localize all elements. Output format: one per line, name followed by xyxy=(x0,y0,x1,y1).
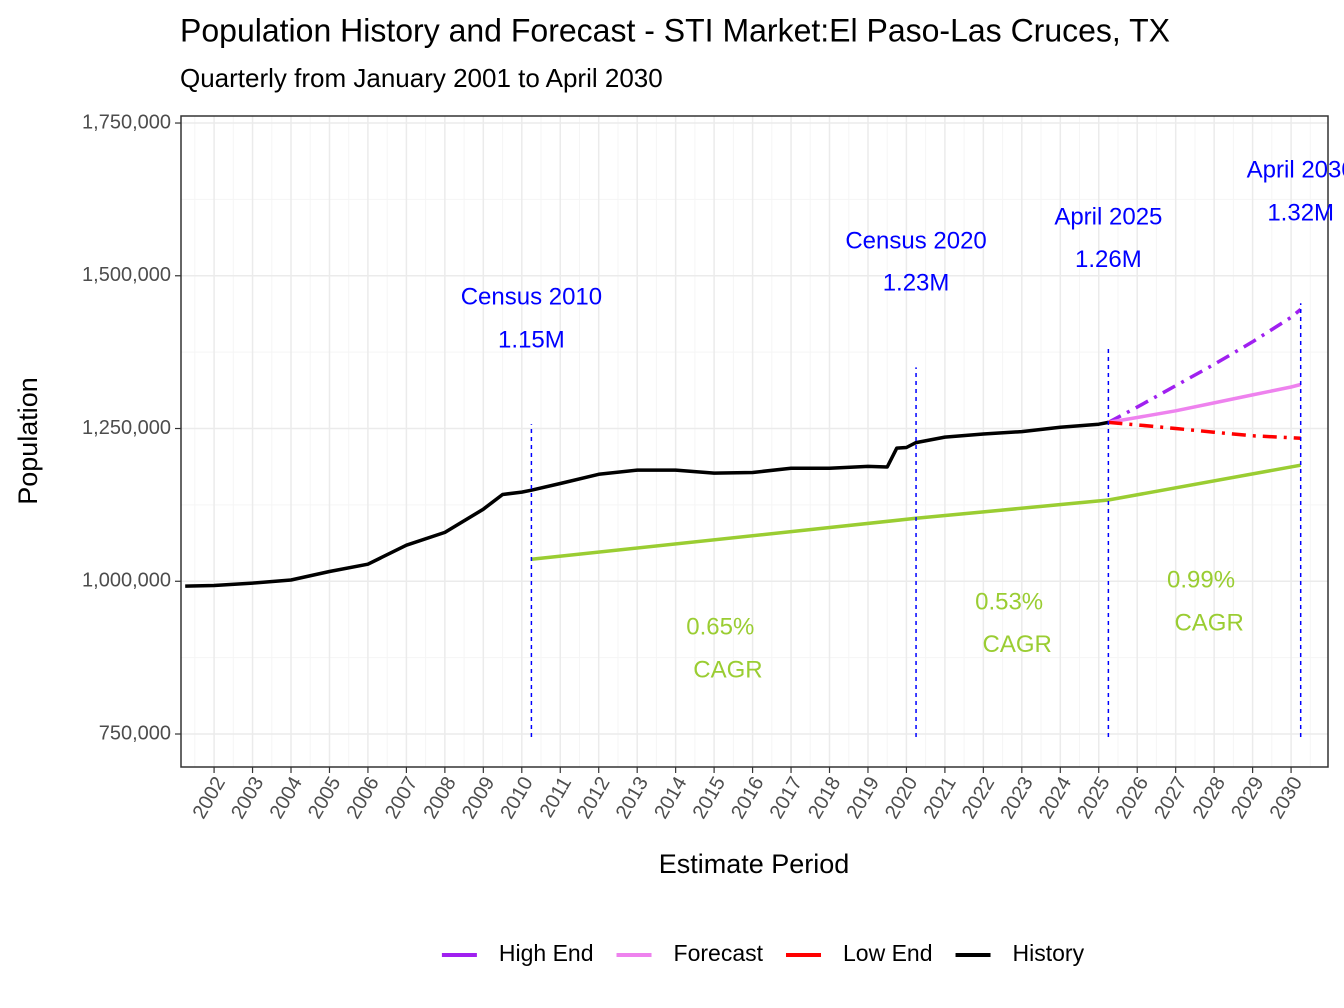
x-tick-label: 2002 xyxy=(189,773,230,823)
x-tick-label: 2018 xyxy=(804,773,845,823)
legend: High End Forecast Low End History xyxy=(441,940,1085,966)
chart-subtitle: Quarterly from January 2001 to April 203… xyxy=(180,63,663,93)
annotation: CAGR xyxy=(693,656,762,683)
series-line xyxy=(1108,420,1301,441)
y-tick-label: 1,500,000 xyxy=(82,264,171,286)
x-tick-label: 2026 xyxy=(1112,773,1153,823)
x-tick-label: 2024 xyxy=(1035,773,1076,823)
series-line xyxy=(1107,308,1302,424)
annotation: Census 2010 xyxy=(461,284,602,311)
x-tick-label: 2013 xyxy=(612,773,653,823)
x-tick-label: 2023 xyxy=(996,773,1037,823)
x-axis-label: Estimate Period xyxy=(659,849,850,879)
x-tick-label: 2020 xyxy=(881,773,922,823)
legend-label: High End xyxy=(499,940,594,966)
y-axis-label: Population xyxy=(13,377,43,505)
annotation: 0.99% xyxy=(1167,567,1235,594)
x-tick-label: 2008 xyxy=(419,773,460,823)
annotation: 1.26M xyxy=(1075,246,1142,273)
annotation: April 2025 xyxy=(1054,204,1162,231)
chart-title: Population History and Forecast - STI Ma… xyxy=(180,12,1170,48)
series-line xyxy=(185,420,1109,588)
x-tick-label: 2025 xyxy=(1073,773,1114,823)
x-tick-label: 2012 xyxy=(573,773,614,823)
x-tick-label: 2014 xyxy=(650,773,691,823)
annotation: 1.23M xyxy=(883,270,950,297)
x-tick-label: 2004 xyxy=(266,773,307,823)
legend-label: Forecast xyxy=(674,940,764,966)
annotation: CAGR xyxy=(983,631,1052,658)
legend-label: History xyxy=(1013,940,1085,966)
y-tick-label: 1,000,000 xyxy=(82,570,171,592)
series-line xyxy=(1108,382,1302,425)
annotation: April 2030 xyxy=(1247,157,1344,184)
x-tick-label: 2006 xyxy=(343,773,384,823)
annotation: 1.15M xyxy=(498,326,565,353)
x-tick-label: 2017 xyxy=(766,773,807,823)
x-tick-label: 2003 xyxy=(227,773,268,823)
x-tick-label: 2016 xyxy=(727,773,768,823)
x-tick-label: 2019 xyxy=(843,773,884,823)
annotation: 1.32M xyxy=(1267,199,1334,226)
x-tick-label: 2029 xyxy=(1227,773,1268,823)
y-tick-label: 750,000 xyxy=(99,722,171,744)
y-tick-label: 1,250,000 xyxy=(82,417,171,439)
panel-border xyxy=(180,115,1329,768)
x-tick-label: 2007 xyxy=(381,773,422,823)
x-tick-label: 2022 xyxy=(958,773,999,823)
x-tick-label: 2015 xyxy=(689,773,730,823)
x-tick-label: 2028 xyxy=(1189,773,1230,823)
y-tick-label: 1,750,000 xyxy=(82,111,171,133)
x-tick-label: 2005 xyxy=(304,773,345,823)
annotation: 0.65% xyxy=(686,614,754,641)
x-tick-label: 2021 xyxy=(919,773,960,823)
x-tick-label: 2011 xyxy=(536,773,577,821)
x-tick-label: 2027 xyxy=(1150,773,1191,823)
x-tick-label: 2010 xyxy=(496,773,537,823)
annotation: 0.53% xyxy=(975,589,1043,616)
x-tick-label: 2030 xyxy=(1266,773,1307,823)
trend-line xyxy=(531,463,1302,562)
legend-label: Low End xyxy=(843,940,933,966)
annotation: Census 2020 xyxy=(845,228,986,255)
x-tick-label: 2009 xyxy=(458,773,499,823)
annotation: CAGR xyxy=(1174,609,1243,636)
